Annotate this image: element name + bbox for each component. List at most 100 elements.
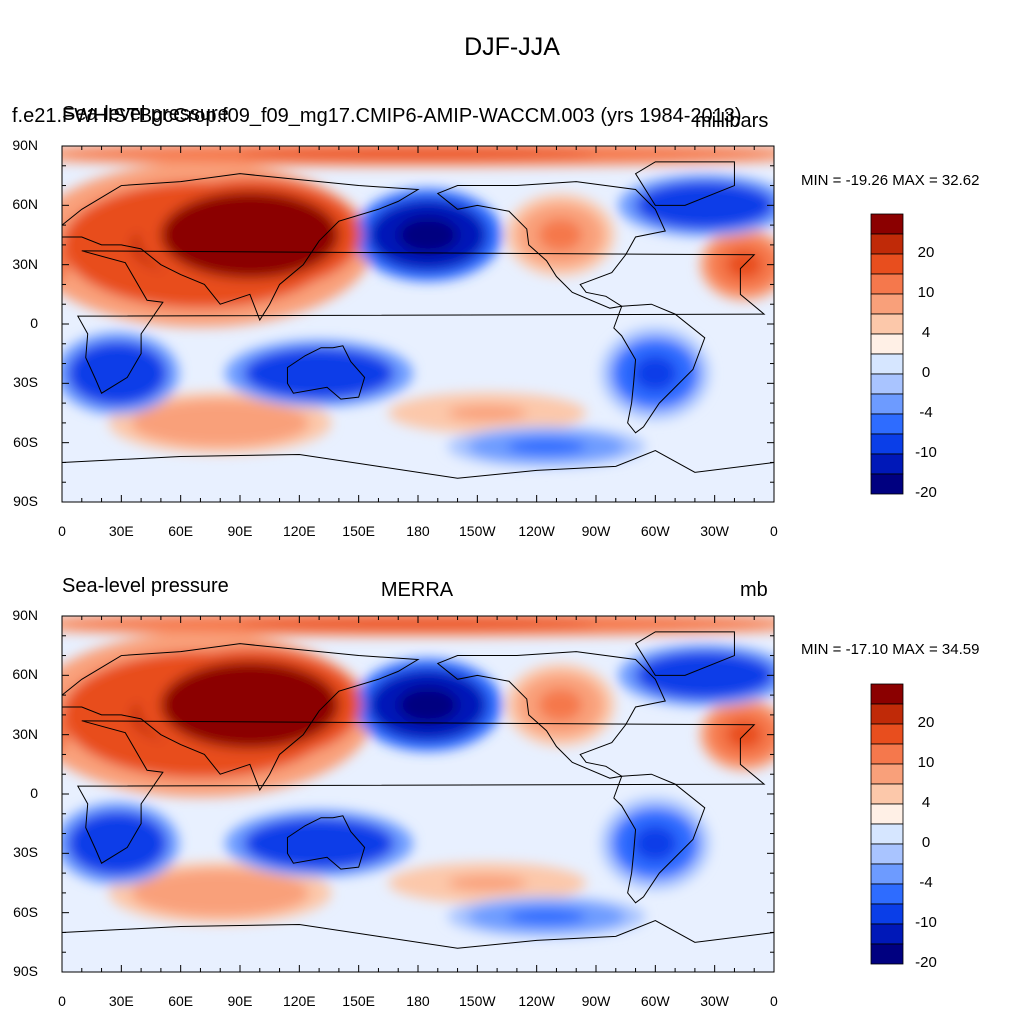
field-core: [240, 148, 596, 159]
colorbar-swatch: [870, 353, 904, 375]
colorbar-label: 4: [921, 324, 931, 341]
x-tick-label: 30W: [700, 993, 730, 1009]
panel1-map: [62, 146, 774, 502]
axes-border: [61, 145, 775, 503]
field-core: [670, 193, 740, 218]
x-tick-label: 90E: [227, 993, 253, 1009]
field-core: [175, 881, 265, 905]
field-core: [92, 827, 143, 860]
panel2-left-title: Sea-level pressure: [62, 575, 229, 597]
field-core: [538, 219, 583, 251]
field-core: [670, 663, 740, 688]
x-tick-label: 120E: [282, 523, 316, 539]
colorbar-swatch: [870, 703, 904, 725]
x-tick-label: 90W: [581, 993, 611, 1009]
y-tick-label: 30S: [13, 844, 38, 861]
panel2-map: [62, 616, 774, 972]
field-core: [205, 683, 295, 727]
colorbar-swatch: [870, 433, 904, 455]
colorbar-swatch: [870, 783, 904, 805]
field-core: [447, 405, 527, 421]
axes-border: [61, 615, 775, 973]
field-core: [633, 355, 678, 392]
colorbar-swatch: [870, 253, 904, 275]
colorbar-swatch: [870, 763, 904, 785]
colorbar-swatch: [870, 863, 904, 885]
x-tick-label: 60W: [640, 993, 670, 1009]
colorbar-label: 10: [917, 754, 935, 771]
colorbar-label: 20: [917, 714, 935, 731]
colorbar-swatch: [870, 313, 904, 335]
coastline-africa: [76, 250, 766, 394]
x-tick-label: 0: [770, 993, 778, 1009]
x-tick-label: 180: [406, 523, 430, 539]
coastlines: [62, 161, 774, 479]
coastline-australia: [286, 345, 366, 400]
colorbar-swatch: [870, 393, 904, 415]
panel2-units: mb: [740, 579, 768, 601]
field-core: [92, 357, 143, 390]
panel2-center-title: MERRA: [380, 579, 454, 601]
panel1-frame: [61, 145, 775, 503]
coastline-greenland: [634, 631, 735, 676]
colorbar-swatch: [870, 413, 904, 435]
panel2-frame: [61, 615, 775, 973]
x-tick-label: 90E: [227, 523, 253, 539]
field-core: [507, 438, 587, 455]
x-tick-label: 150W: [459, 993, 496, 1009]
coastline-greenland: [634, 161, 735, 206]
x-tick-label: 30E: [108, 993, 134, 1009]
field-core: [205, 213, 295, 257]
y-tick-label: 30N: [12, 255, 38, 272]
field-core: [507, 908, 587, 925]
field-core: [281, 360, 357, 387]
colorbar-label: -10: [915, 444, 937, 461]
colorbar-swatch: [870, 903, 904, 925]
x-tick-label: 150W: [459, 523, 496, 539]
coastline-eurasia: [62, 643, 420, 792]
colorbar-swatch: [870, 923, 904, 945]
colorbar-label: -20: [915, 484, 937, 501]
x-tick-label: 120W: [518, 523, 555, 539]
colorbar-swatch: [870, 293, 904, 315]
panel1-center-title: f.e21.FWHISTBgcCrop.f09_f09_mg17.CMIP6-A…: [12, 105, 742, 127]
y-tick-label: 90N: [12, 137, 38, 153]
colorbar-label: 20: [917, 244, 935, 261]
coastline-africa: [76, 720, 766, 864]
y-tick-label: 0: [30, 784, 38, 801]
colorbar-label: -10: [915, 914, 937, 931]
colorbar-swatch: [870, 803, 904, 825]
map-field: [62, 146, 774, 468]
y-tick-label: 60N: [12, 666, 38, 683]
colorbar-label: -20: [915, 954, 937, 971]
field-core: [633, 825, 678, 862]
field-core: [538, 689, 583, 721]
x-tick-label: 150E: [342, 993, 375, 1009]
y-tick-label: 30N: [12, 725, 38, 742]
colorbar-swatch: [870, 333, 904, 355]
field-core: [281, 830, 357, 857]
coastline-australia: [286, 815, 366, 870]
x-tick-label: 30W: [700, 523, 730, 539]
coastline-samerica: [613, 773, 706, 904]
coastlines: [62, 631, 774, 949]
panel2-minmax: MIN = -17.10 MAX = 34.59: [801, 641, 980, 658]
y-tick-label: 60S: [13, 903, 38, 920]
coastline-namerica: [436, 651, 666, 779]
colorbar-swatch: [870, 453, 904, 475]
axes: [61, 145, 775, 503]
field-core: [398, 217, 458, 253]
field-core: [398, 687, 458, 723]
coastline-samerica: [613, 303, 706, 434]
coastline-antarctica: [62, 450, 774, 479]
field-core: [175, 411, 265, 435]
colorbar-swatch: [870, 883, 904, 905]
x-tick-label: 0: [58, 523, 66, 539]
field-core: [240, 618, 596, 629]
colorbar-swatch: [870, 373, 904, 395]
panel1-minmax: MIN = -19.26 MAX = 32.62: [801, 172, 980, 189]
x-tick-label: 180: [406, 993, 430, 1009]
x-tick-label: 60W: [640, 523, 670, 539]
x-tick-label: 0: [770, 523, 778, 539]
colorbar-label: 10: [917, 284, 935, 301]
